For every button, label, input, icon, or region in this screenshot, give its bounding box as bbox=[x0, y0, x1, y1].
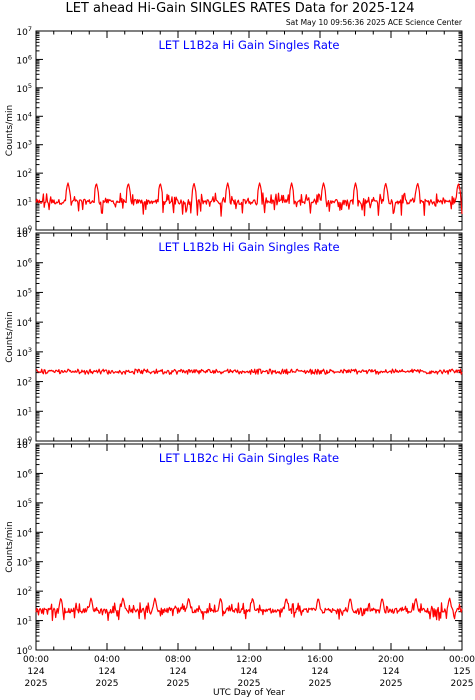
panel-1: 100 101 102 103 104 105 106 107 LET L1B2a Hi Gai… bbox=[5, 25, 463, 237]
x-tick-label-line: 124 bbox=[311, 667, 328, 677]
y-tick-label: 104 bbox=[16, 526, 32, 539]
x-tick-label-line: 2025 bbox=[238, 679, 261, 689]
x-tick-label: 20:00 124 2025 bbox=[378, 655, 404, 689]
x-tick-label-line: 2025 bbox=[451, 679, 474, 689]
plot-frame bbox=[35, 232, 463, 442]
x-tick-label: 00:00 124 2025 bbox=[23, 655, 49, 689]
figure-title: LET ahead Hi-Gain SINGLES RATES Data for… bbox=[65, 1, 414, 16]
y-tick-label: 105 bbox=[16, 286, 32, 299]
x-tick-label: 08:00 124 2025 bbox=[165, 655, 191, 689]
x-tick-label-line: 08:00 bbox=[165, 655, 191, 665]
x-tick-label-line: 20:00 bbox=[378, 655, 404, 665]
y-tick-label: 103 bbox=[16, 346, 32, 359]
y-tick-label: 101 bbox=[16, 615, 32, 628]
x-tick-label: 16:00 124 2025 bbox=[307, 655, 333, 689]
y-tick-label: 104 bbox=[16, 316, 32, 329]
y-tick-label: 102 bbox=[16, 167, 32, 180]
x-tick-label: 00:00 125 2025 bbox=[449, 655, 475, 689]
y-tick-label: 100 bbox=[16, 644, 32, 657]
y-axis-label: Counts/min bbox=[5, 105, 15, 156]
x-axis-label: UTC Day of Year bbox=[213, 688, 285, 698]
x-tick-label-line: 2025 bbox=[25, 679, 48, 689]
x-tick-label-line: 124 bbox=[382, 667, 399, 677]
timestamp: Sat May 10 09:56:36 2025 ACE Science Cen… bbox=[286, 18, 463, 27]
x-tick-label-line: 04:00 bbox=[94, 655, 120, 665]
y-tick-label: 107 bbox=[16, 227, 32, 240]
y-tick-label: 106 bbox=[16, 467, 32, 480]
panel-2: 100 101 102 103 104 105 106 107 LET L1B2b Hi Gai… bbox=[5, 227, 463, 448]
x-tick-label-line: 12:00 bbox=[236, 655, 262, 665]
y-tick-label: 100 bbox=[16, 224, 32, 237]
series-line bbox=[35, 182, 463, 217]
panel-title: LET L1B2a Hi Gain Singles Rate bbox=[159, 38, 340, 52]
y-tick-label: 103 bbox=[16, 556, 32, 569]
x-tick-label-line: 2025 bbox=[309, 679, 332, 689]
panel-title: LET L1B2c Hi Gain Singles Rate bbox=[159, 451, 339, 465]
panel-title: LET L1B2b Hi Gain Singles Rate bbox=[158, 240, 339, 254]
panel-3: 100 101 102 103 104 105 106 107 LET L1B2c Hi Gai… bbox=[5, 438, 463, 657]
x-tick-label: 04:00 124 2025 bbox=[94, 655, 120, 689]
y-tick-label: 107 bbox=[16, 25, 32, 38]
y-tick-label: 100 bbox=[16, 435, 32, 448]
y-tick-label: 102 bbox=[16, 376, 32, 389]
plot-frame bbox=[35, 443, 463, 651]
y-axis-label: Counts/min bbox=[5, 311, 15, 362]
y-tick-label: 101 bbox=[16, 405, 32, 418]
x-tick-label-line: 124 bbox=[27, 667, 44, 677]
y-axis-label: Counts/min bbox=[5, 521, 15, 572]
x-tick-label-line: 2025 bbox=[380, 679, 403, 689]
x-tick-label-line: 124 bbox=[169, 667, 186, 677]
x-tick-label-line: 124 bbox=[98, 667, 115, 677]
y-tick-label: 102 bbox=[16, 585, 32, 598]
x-tick-label-line: 125 bbox=[453, 667, 470, 677]
panels: 100 101 102 103 104 105 106 107 LET L1B2a Hi Gai… bbox=[5, 25, 475, 689]
y-tick-label: 103 bbox=[16, 139, 32, 152]
y-tick-label: 105 bbox=[16, 497, 32, 510]
x-tick-label-line: 16:00 bbox=[307, 655, 333, 665]
y-tick-label: 107 bbox=[16, 438, 32, 451]
x-tick-label-line: 2025 bbox=[96, 679, 119, 689]
x-tick-label-line: 2025 bbox=[167, 679, 190, 689]
series-line bbox=[35, 368, 463, 375]
y-tick-label: 106 bbox=[16, 53, 32, 66]
y-tick-label: 105 bbox=[16, 82, 32, 95]
y-tick-label: 104 bbox=[16, 110, 32, 123]
series-line bbox=[35, 597, 463, 622]
x-tick-label-line: 00:00 bbox=[449, 655, 475, 665]
x-tick-label: 12:00 124 2025 bbox=[236, 655, 262, 689]
x-tick-label-line: 124 bbox=[240, 667, 257, 677]
y-tick-label: 106 bbox=[16, 257, 32, 270]
y-tick-label: 101 bbox=[16, 196, 32, 209]
x-tick-label-line: 00:00 bbox=[23, 655, 49, 665]
